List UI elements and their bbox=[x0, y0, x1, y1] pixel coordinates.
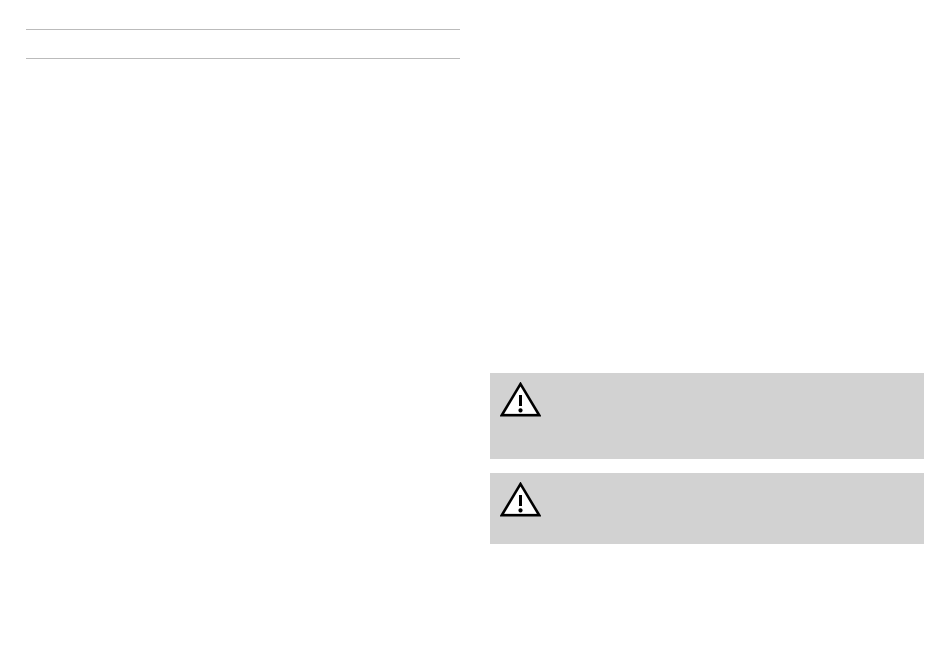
header-rule-bottom bbox=[26, 58, 460, 59]
left-column bbox=[26, 0, 460, 657]
warning-triangle-icon bbox=[499, 381, 542, 417]
warning-callout-2 bbox=[490, 473, 924, 544]
warning-callout-2-body bbox=[551, 482, 912, 483]
warning-triangle-icon bbox=[499, 481, 542, 517]
warning-callout-1 bbox=[490, 373, 924, 459]
header-rule-top bbox=[26, 29, 460, 30]
right-column bbox=[490, 0, 924, 657]
warning-callout-1-body bbox=[551, 382, 912, 383]
section-heading bbox=[26, 31, 460, 57]
